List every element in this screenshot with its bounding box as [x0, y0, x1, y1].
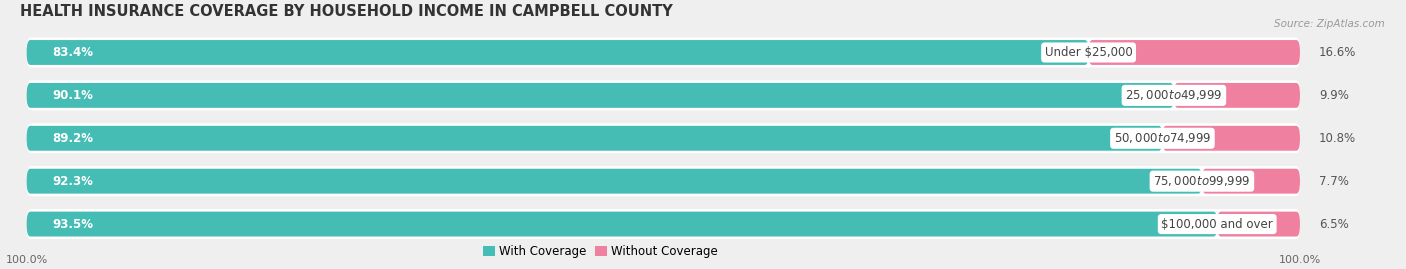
Text: HEALTH INSURANCE COVERAGE BY HOUSEHOLD INCOME IN CAMPBELL COUNTY: HEALTH INSURANCE COVERAGE BY HOUSEHOLD I… — [20, 4, 673, 19]
FancyBboxPatch shape — [27, 212, 1218, 236]
FancyBboxPatch shape — [27, 126, 1163, 151]
FancyBboxPatch shape — [27, 166, 1301, 196]
Text: 89.2%: 89.2% — [52, 132, 93, 145]
Text: Source: ZipAtlas.com: Source: ZipAtlas.com — [1274, 19, 1385, 29]
FancyBboxPatch shape — [27, 209, 1301, 239]
Text: 10.8%: 10.8% — [1319, 132, 1357, 145]
FancyBboxPatch shape — [1174, 83, 1301, 108]
FancyBboxPatch shape — [27, 83, 1174, 108]
FancyBboxPatch shape — [27, 123, 1301, 153]
Text: 93.5%: 93.5% — [52, 218, 93, 231]
FancyBboxPatch shape — [27, 40, 1088, 65]
Text: $75,000 to $99,999: $75,000 to $99,999 — [1153, 174, 1251, 188]
FancyBboxPatch shape — [1163, 126, 1301, 151]
Text: Under $25,000: Under $25,000 — [1045, 46, 1132, 59]
Text: 90.1%: 90.1% — [52, 89, 93, 102]
Text: $25,000 to $49,999: $25,000 to $49,999 — [1125, 89, 1223, 102]
FancyBboxPatch shape — [1088, 40, 1301, 65]
Text: 83.4%: 83.4% — [52, 46, 93, 59]
Text: 16.6%: 16.6% — [1319, 46, 1357, 59]
Text: 9.9%: 9.9% — [1319, 89, 1348, 102]
Text: 7.7%: 7.7% — [1319, 175, 1348, 188]
FancyBboxPatch shape — [27, 80, 1301, 110]
FancyBboxPatch shape — [27, 37, 1301, 68]
Text: 92.3%: 92.3% — [52, 175, 93, 188]
FancyBboxPatch shape — [27, 169, 1202, 194]
FancyBboxPatch shape — [1218, 212, 1301, 236]
Text: 6.5%: 6.5% — [1319, 218, 1348, 231]
Text: $50,000 to $74,999: $50,000 to $74,999 — [1114, 131, 1211, 145]
Text: $100,000 and over: $100,000 and over — [1161, 218, 1272, 231]
Legend: With Coverage, Without Coverage: With Coverage, Without Coverage — [478, 240, 723, 263]
FancyBboxPatch shape — [1202, 169, 1301, 194]
